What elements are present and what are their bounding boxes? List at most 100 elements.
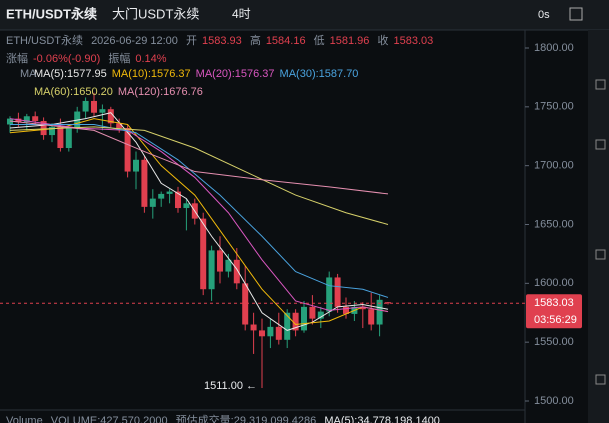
candle-body: [284, 312, 291, 340]
y-tick-label: 1700.00: [534, 160, 574, 172]
volume-row: Volume VOLUME:427,570.2000 预估成交量:29,319,…: [6, 412, 445, 423]
close-label: 收: [377, 35, 389, 47]
ma-legend-entry: MA(60):1650.20: [34, 86, 113, 98]
high: 1584.16: [265, 35, 306, 47]
candle-body: [376, 299, 383, 325]
ma-legend-entry: MA(20):1576.37: [195, 68, 275, 80]
candle-body: [15, 118, 22, 123]
candle-body: [175, 191, 181, 209]
subtitle: 大门USDT永续: [112, 6, 199, 21]
candle-body: [385, 302, 391, 304]
top-bar: [0, 0, 609, 30]
candle-body: [267, 326, 274, 337]
candle-body: [166, 191, 173, 194]
info-symbol: ETH/USDT永续: [6, 35, 83, 47]
ma-legend: MA MA(5):1577.95 MA(10):1576.37 MA(20):1576…: [20, 68, 363, 80]
interval[interactable]: 4时: [232, 7, 251, 21]
ma-legend-entry: MA(30):1587.70: [279, 68, 359, 80]
volume-estimate: 预估成交量:29,319,099.4286: [175, 415, 317, 423]
candle-body: [57, 126, 64, 149]
close: 1583.03: [393, 35, 434, 47]
y-tick-label: 1650.00: [534, 218, 574, 230]
y-tick-label: 1800.00: [534, 42, 574, 54]
candle-body: [217, 250, 223, 272]
ma-line: [9, 112, 389, 331]
candle-body: [326, 277, 333, 312]
candle-body: [309, 306, 316, 319]
volume-ma: MA(5):34,778,198.1400: [324, 415, 440, 423]
y-tick-label: 1750.00: [534, 101, 574, 113]
volume-label: Volume: [6, 415, 43, 423]
candle-body: [200, 218, 207, 290]
candle-body: [158, 193, 165, 199]
candle-body: [359, 306, 366, 310]
candle-body: [149, 198, 156, 207]
low-label: 低: [313, 35, 325, 47]
low-marker: 1511.00 ←: [204, 380, 257, 392]
candle-body: [49, 126, 55, 136]
candle-body: [82, 100, 89, 112]
y-tick-label: 1500.00: [534, 395, 574, 407]
amp-label: 振幅: [108, 53, 131, 65]
timer: 0s: [538, 9, 550, 21]
tool-icon[interactable]: [595, 249, 606, 260]
candle-body: [317, 311, 324, 319]
ma-legend-entry: MA(5):1577.95: [34, 68, 107, 80]
change: -0.06%(-0.90): [33, 53, 101, 65]
ma-line: [9, 126, 389, 225]
ma-line: [9, 118, 389, 326]
last-price: 1583.03: [534, 297, 574, 309]
tool-icon[interactable]: [595, 79, 606, 90]
candle-body: [107, 109, 114, 124]
change-row: 涨幅 -0.06%(-0.90) 振幅 0.14%: [6, 50, 172, 66]
countdown: 03:56:29: [534, 314, 577, 326]
low: 1581.96: [329, 35, 370, 47]
candle-body: [141, 159, 148, 207]
candle-body: [250, 324, 257, 331]
candle-body: [368, 309, 375, 325]
candle-body: [32, 116, 39, 121]
candle-body: [334, 277, 341, 307]
candle-body: [116, 123, 123, 129]
candle-body: [242, 283, 249, 325]
open-label: 开: [185, 35, 197, 47]
last-price-tag: [526, 294, 582, 329]
tool-icon[interactable]: [595, 374, 606, 385]
open: 1583.93: [201, 35, 242, 47]
tool-icon[interactable]: [595, 139, 606, 150]
y-tick-label: 1550.00: [534, 336, 574, 348]
ma-legend-entry: MA(120):1676.76: [117, 86, 203, 98]
candle-body: [23, 116, 30, 123]
ma-legend: MA(60):1650.20 MA(120):1676.76: [34, 86, 208, 98]
fullscreen-icon[interactable]: [569, 7, 583, 21]
candle-body: [343, 306, 349, 314]
candle-body: [233, 259, 240, 284]
info-row: ETH/USDT永续 2026-06-29 12:00 开 1583.93 高 15…: [6, 32, 438, 48]
toolbar: [588, 30, 609, 423]
symbol[interactable]: ETH/USDT永续: [6, 6, 97, 21]
y-tick-label: 1600.00: [534, 277, 574, 289]
candle-body: [208, 250, 215, 290]
candle-body: [133, 159, 139, 172]
info-time: 2026-06-29 12:00: [91, 35, 178, 47]
ma-legend-entry: MA(10):1576.37: [111, 68, 191, 80]
candle-body: [40, 120, 47, 136]
ma-line: [9, 120, 389, 195]
candle-body: [183, 203, 190, 209]
candle-body: [301, 306, 307, 331]
candle-body: [225, 259, 232, 272]
change-label: 涨幅: [6, 53, 28, 65]
volume-value: VOLUME:427,570.2000: [50, 415, 168, 423]
candle-body: [259, 330, 265, 337]
candle-body: [7, 118, 13, 125]
ma-label[interactable]: MA: [20, 68, 37, 80]
candle-body: [91, 100, 97, 113]
candle-body: [292, 312, 299, 331]
candle-body: [275, 326, 282, 340]
amp: 0.14%: [135, 53, 167, 65]
candle-body: [99, 109, 106, 113]
ma-line: [9, 118, 389, 313]
candle-body: [124, 128, 131, 172]
